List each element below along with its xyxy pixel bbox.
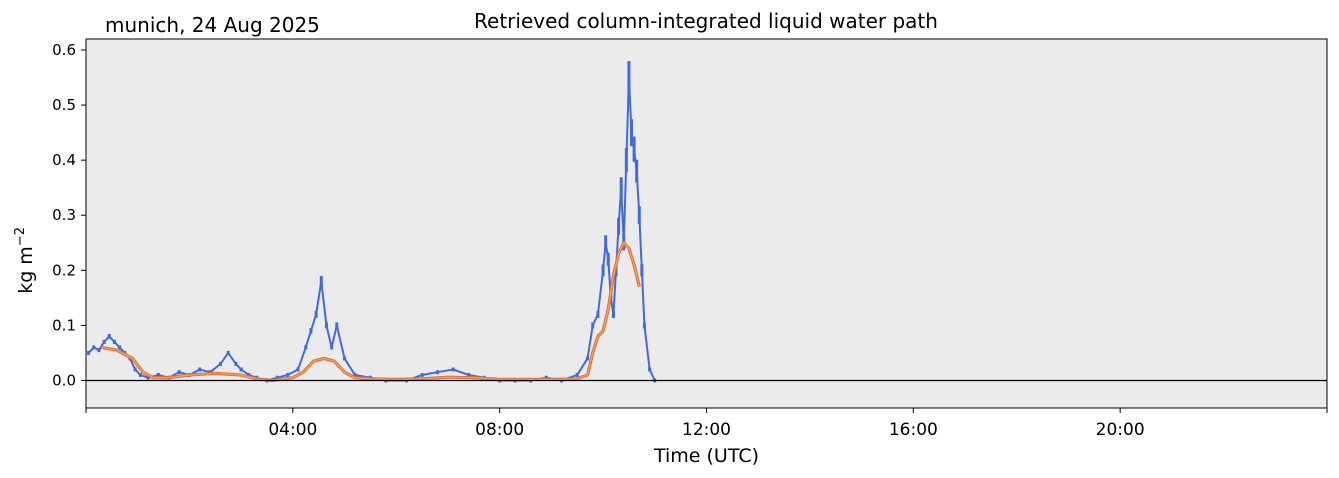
y-tick-label: 0.2: [52, 261, 76, 279]
raw-segment: [643, 325, 651, 370]
station-date-label: munich, 24 Aug 2025: [105, 13, 320, 37]
raw-segment: [320, 281, 328, 326]
raw-segment: [576, 357, 589, 376]
x-tick-label: 04:00: [268, 420, 317, 440]
x-tick-label: 08:00: [475, 420, 524, 440]
y-tick-label: 0.3: [52, 206, 76, 224]
raw-segment: [638, 215, 643, 271]
raw-segment: [612, 270, 618, 315]
raw-segment: [437, 368, 454, 374]
y-tick-label: 0.0: [52, 371, 76, 389]
y-axis-label-exp: −2: [13, 227, 28, 246]
x-tick-label: 16:00: [889, 420, 938, 440]
raw-segment: [343, 357, 356, 376]
y-axis-label: kg m−2: [13, 227, 37, 294]
raw-segment: [596, 270, 605, 315]
smoothed-line: [101, 242, 640, 382]
raw-segment: [297, 347, 307, 370]
raw-segment: [277, 373, 288, 379]
raw-segment: [287, 368, 299, 376]
raw-segment: [335, 325, 346, 359]
raw-segment: [315, 281, 323, 315]
x-axis-ticks: 04:00 08:00 12:00 16:00 20:00: [85, 408, 1328, 440]
y-tick-label: 0.5: [52, 96, 76, 114]
raw-segment: [421, 371, 438, 376]
plot-area: [85, 38, 1328, 409]
raw-segment: [209, 363, 222, 373]
y-tick-label: 0.6: [52, 41, 76, 59]
raw-retrieval-series: [87, 61, 657, 383]
x-tick-label: 20:00: [1096, 420, 1145, 440]
raw-segment: [640, 270, 646, 326]
raw-segment: [452, 368, 469, 376]
y-tick-label: 0.4: [52, 151, 76, 169]
y-tick-label: 0.1: [52, 316, 76, 334]
raw-segment: [586, 325, 594, 359]
y-axis-ticks: 0.0 0.1 0.2 0.3 0.4 0.5 0.6: [52, 41, 86, 389]
x-tick-label: 12:00: [682, 420, 731, 440]
smoothed-series: [101, 241, 641, 383]
raw-segment: [199, 368, 211, 374]
chart-title: Retrieved column-integrated liquid water…: [474, 9, 938, 33]
raw-segment: [325, 325, 333, 348]
raw-segment: [304, 330, 312, 348]
raw-segment: [622, 160, 628, 243]
x-axis-label: Time (UTC): [653, 445, 759, 467]
y-axis-label-base: kg m: [15, 246, 37, 294]
raw-segment: [330, 325, 338, 348]
